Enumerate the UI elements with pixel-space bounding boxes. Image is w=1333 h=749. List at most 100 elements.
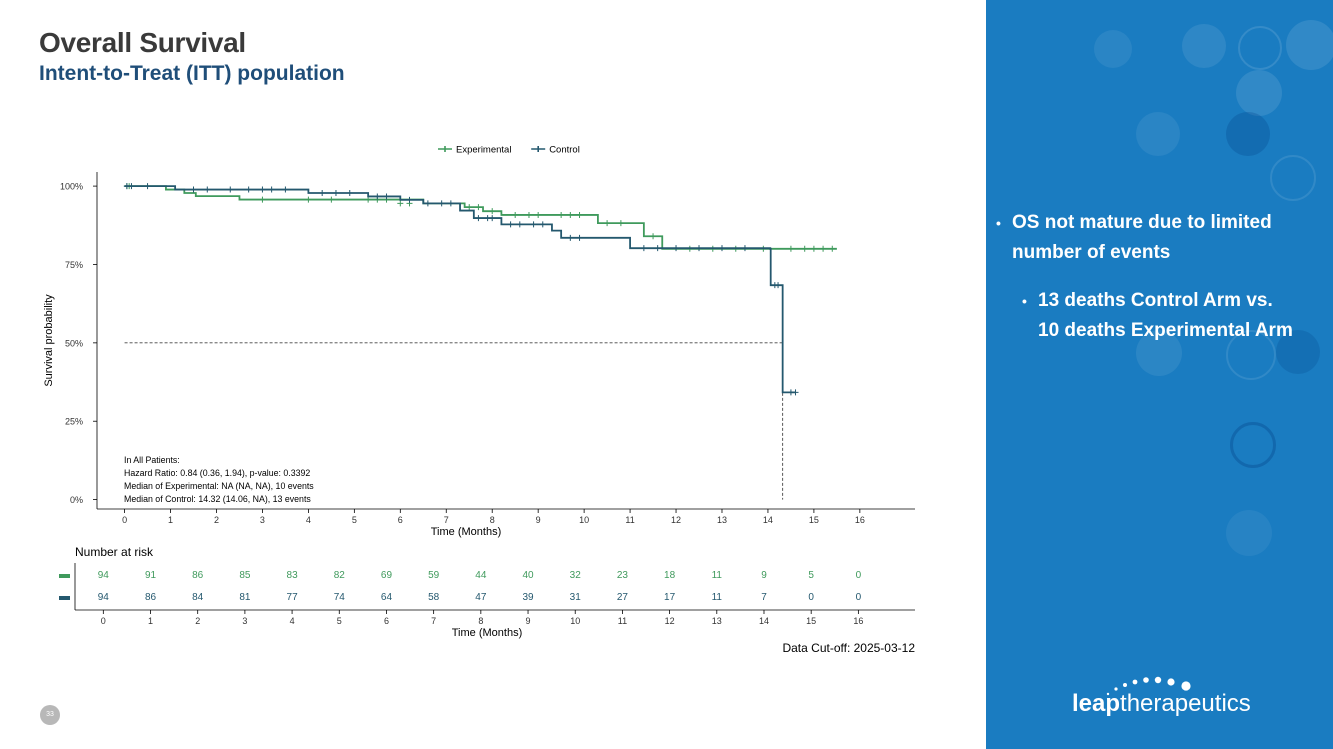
risk-value-control: 17 xyxy=(664,592,676,603)
risk-x-tick-label: 13 xyxy=(712,616,722,626)
y-tick-label: 0% xyxy=(70,495,83,505)
risk-value-experimental: 44 xyxy=(475,570,487,581)
risk-value-control: 86 xyxy=(145,592,157,603)
censor-mark-experimental xyxy=(305,196,312,203)
risk-x-axis-title: Time (Months) xyxy=(452,627,523,639)
risk-value-experimental: 11 xyxy=(712,570,723,581)
risk-x-tick-label: 11 xyxy=(618,616,627,626)
decor-bubble xyxy=(1238,26,1282,70)
decor-bubble xyxy=(1136,330,1182,376)
censor-mark-control xyxy=(475,215,482,222)
censor-mark-control xyxy=(640,245,647,252)
km-curve-experimental xyxy=(124,185,837,250)
risk-value-control: 27 xyxy=(617,592,629,603)
risk-value-control: 94 xyxy=(98,592,110,603)
risk-x-tick-label: 2 xyxy=(195,616,200,626)
x-tick-label: 7 xyxy=(444,515,449,525)
x-tick-label: 5 xyxy=(352,515,357,525)
risk-x-tick-label: 0 xyxy=(101,616,106,626)
page-number: 33 xyxy=(40,705,60,725)
risk-value-experimental: 5 xyxy=(808,570,814,581)
censor-mark-control xyxy=(383,193,390,200)
risk-value-control: 0 xyxy=(856,592,862,603)
censor-mark-control xyxy=(268,186,275,193)
slide-subtitle: Intent-to-Treat (ITT) population xyxy=(39,62,345,85)
data-cutoff-label: Data Cut-off: 2025-03-12 xyxy=(782,641,915,655)
censor-mark-control xyxy=(489,215,496,222)
x-tick-label: 3 xyxy=(260,515,265,525)
censor-mark-control xyxy=(696,245,703,252)
risk-x-tick-label: 3 xyxy=(242,616,247,626)
annotation-line: Hazard Ratio: 0.84 (0.36, 1.94), p-value… xyxy=(124,468,310,478)
decor-bubble xyxy=(1182,24,1226,68)
legend-label-experimental: Experimental xyxy=(456,145,511,156)
risk-value-experimental: 69 xyxy=(381,570,393,581)
risk-value-experimental: 32 xyxy=(570,570,582,581)
censor-mark-control xyxy=(245,186,252,193)
risk-x-tick-label: 16 xyxy=(853,616,863,626)
risk-x-tick-label: 7 xyxy=(431,616,436,626)
censor-mark-control xyxy=(282,186,289,193)
annotation-line: Median of Control: 14.32 (14.06, NA), 13… xyxy=(124,494,311,504)
logo-dots-icon xyxy=(1106,676,1191,696)
decor-bubble xyxy=(1136,112,1180,156)
censor-mark-control xyxy=(539,221,546,228)
censor-mark-experimental xyxy=(567,211,574,218)
decor-bubble xyxy=(1286,20,1333,70)
censor-mark-control xyxy=(204,186,211,193)
bullet-text: OS not mature due to limited number of e… xyxy=(1012,212,1272,263)
decor-bubble xyxy=(1270,155,1316,201)
x-tick-label: 1 xyxy=(168,515,173,525)
risk-value-control: 7 xyxy=(761,592,767,603)
censor-mark-control xyxy=(741,245,748,252)
risk-value-control: 77 xyxy=(287,592,299,603)
censor-mark-control xyxy=(332,190,339,197)
censor-mark-control xyxy=(374,193,381,200)
censor-mark-control xyxy=(718,245,725,252)
y-tick-label: 25% xyxy=(65,417,83,427)
sidebar-panel: • OS not mature due to limited number of… xyxy=(986,0,1333,749)
censor-mark-control xyxy=(424,200,431,207)
censor-mark-control xyxy=(259,186,266,193)
slide-title: Overall Survival xyxy=(39,27,246,58)
censor-mark-experimental xyxy=(810,245,817,252)
risk-value-control: 81 xyxy=(239,592,251,603)
censor-mark-experimental xyxy=(489,208,496,215)
km-curve-control xyxy=(124,185,796,394)
leap-therapeutics-logo: leaptherapeutics xyxy=(1072,690,1251,718)
censor-mark-control xyxy=(227,186,234,193)
bullet-text-line2: 10 deaths Experimental Arm xyxy=(1038,320,1293,341)
bullet-os-maturity: • OS not mature due to limited number of… xyxy=(996,208,1333,268)
censor-mark-control xyxy=(530,221,537,228)
bullet-deaths: • 13 deaths Control Arm vs. 10 deaths Ex… xyxy=(996,286,1333,346)
censor-mark-experimental xyxy=(801,245,808,252)
censor-mark-experimental xyxy=(617,220,624,227)
risk-x-tick-label: 8 xyxy=(478,616,483,626)
censor-mark-control xyxy=(319,190,326,197)
censor-mark-experimental xyxy=(650,233,657,240)
x-tick-label: 9 xyxy=(536,515,541,525)
censor-mark-control xyxy=(775,282,782,289)
decor-bubble xyxy=(1226,510,1272,556)
annotation-line: Median of Experimental: NA (NA, NA), 10 … xyxy=(124,481,314,491)
risk-value-control: 39 xyxy=(522,592,534,603)
risk-x-tick-label: 1 xyxy=(148,616,153,626)
censor-mark-control xyxy=(346,190,353,197)
risk-value-experimental: 83 xyxy=(287,570,299,581)
risk-value-experimental: 82 xyxy=(334,570,346,581)
censor-mark-control xyxy=(144,183,151,190)
risk-value-experimental: 9 xyxy=(761,570,767,581)
risk-value-control: 11 xyxy=(712,592,723,603)
risk-x-tick-label: 6 xyxy=(384,616,389,626)
censor-mark-experimental xyxy=(466,204,473,211)
decor-bubble xyxy=(1276,330,1320,374)
risk-x-tick-label: 4 xyxy=(290,616,295,626)
censor-mark-control xyxy=(406,196,413,203)
legend-key-experimental xyxy=(438,146,452,152)
bullet-dot-icon: • xyxy=(1022,293,1027,309)
x-tick-label: 15 xyxy=(809,515,819,525)
censor-mark-control xyxy=(507,221,514,228)
censor-mark-experimental xyxy=(259,196,266,203)
risk-value-experimental: 86 xyxy=(192,570,204,581)
y-tick-label: 100% xyxy=(60,182,83,192)
